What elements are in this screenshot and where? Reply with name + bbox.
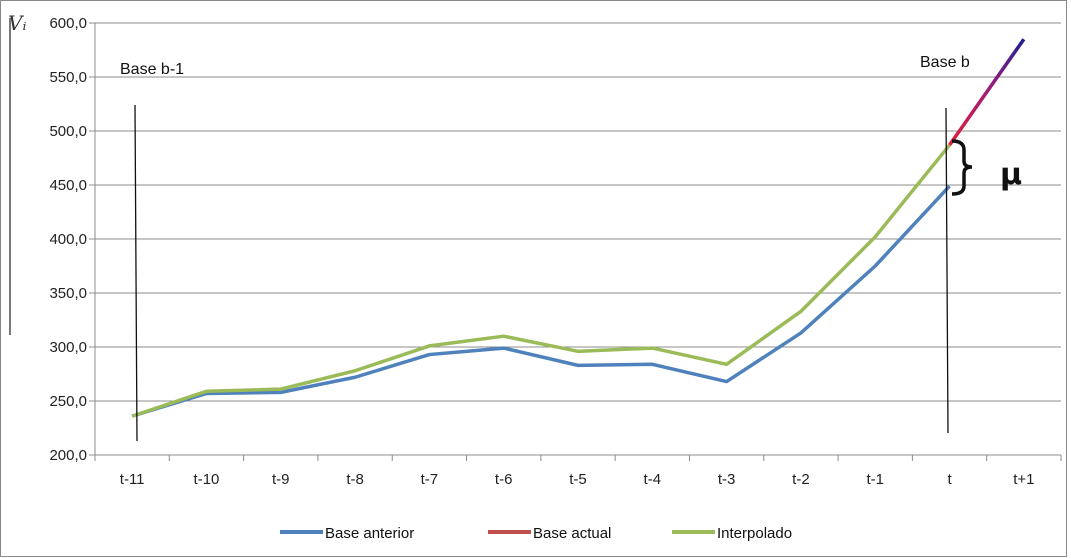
- y-axis-ticks: 200,0 250,0 300,0 350,0 400,0 450,0 500,0 550,0…: [49, 15, 95, 464]
- y-tick-label: 300,0: [49, 339, 87, 356]
- legend: Base anterior Base actual Interpolado: [280, 525, 792, 542]
- x-tick-label: t-6: [495, 471, 513, 488]
- y-tick-label: 600,0: [49, 15, 87, 32]
- x-tick-label: t-2: [792, 471, 810, 488]
- x-tick-label: t-3: [718, 471, 736, 488]
- base-curr-marker: [945, 107, 949, 434]
- legend-label: Interpolado: [717, 525, 792, 542]
- gap-label: μ: [1000, 157, 1022, 192]
- y-tick-label: 400,0: [49, 231, 87, 248]
- x-tick-label: t-4: [644, 471, 662, 488]
- x-axis-ticks: t-11 t-10 t-9 t-8 t-7 t-6 t-5 t-4 t-3 t-2 t-1 t t+1: [94, 455, 1062, 488]
- x-tick-label: t-9: [272, 471, 290, 488]
- x-tick-label: t-1: [866, 471, 884, 488]
- series-line-interpolado: [131, 143, 951, 418]
- y-tick-label: 350,0: [49, 285, 87, 302]
- x-tick-label: t-10: [194, 471, 220, 488]
- y-tick-label: 200,0: [49, 447, 87, 464]
- x-tick-label: t-5: [569, 471, 587, 488]
- x-tick-label: t: [947, 471, 952, 488]
- legend-label: Base actual: [533, 525, 611, 542]
- y-tick-label: 500,0: [49, 123, 87, 140]
- x-tick-label: t-7: [421, 471, 439, 488]
- series-line-base-actual: [948, 38, 1026, 147]
- legend-label: Base anterior: [325, 525, 414, 542]
- y-tick-label: 250,0: [49, 393, 87, 410]
- y-tick-label: 450,0: [49, 177, 87, 194]
- x-tick-label: t+1: [1013, 471, 1034, 488]
- base-prev-label: Base b-1: [120, 61, 184, 78]
- y-axis-label: Vᵢ: [8, 11, 26, 35]
- base-curr-label: Base b: [920, 54, 970, 71]
- series-lines: [131, 38, 1026, 418]
- base-prev-marker: [134, 104, 138, 442]
- series-line-base-anterior: [131, 184, 951, 418]
- y-tick-label: 550,0: [49, 69, 87, 86]
- gridlines: [94, 22, 1061, 456]
- x-tick-label: t-8: [346, 471, 364, 488]
- x-tick-label: t-11: [120, 471, 145, 488]
- gap-brace: [951, 139, 973, 196]
- annotations: Vᵢ Base b-1 Base b μ: [8, 11, 1022, 442]
